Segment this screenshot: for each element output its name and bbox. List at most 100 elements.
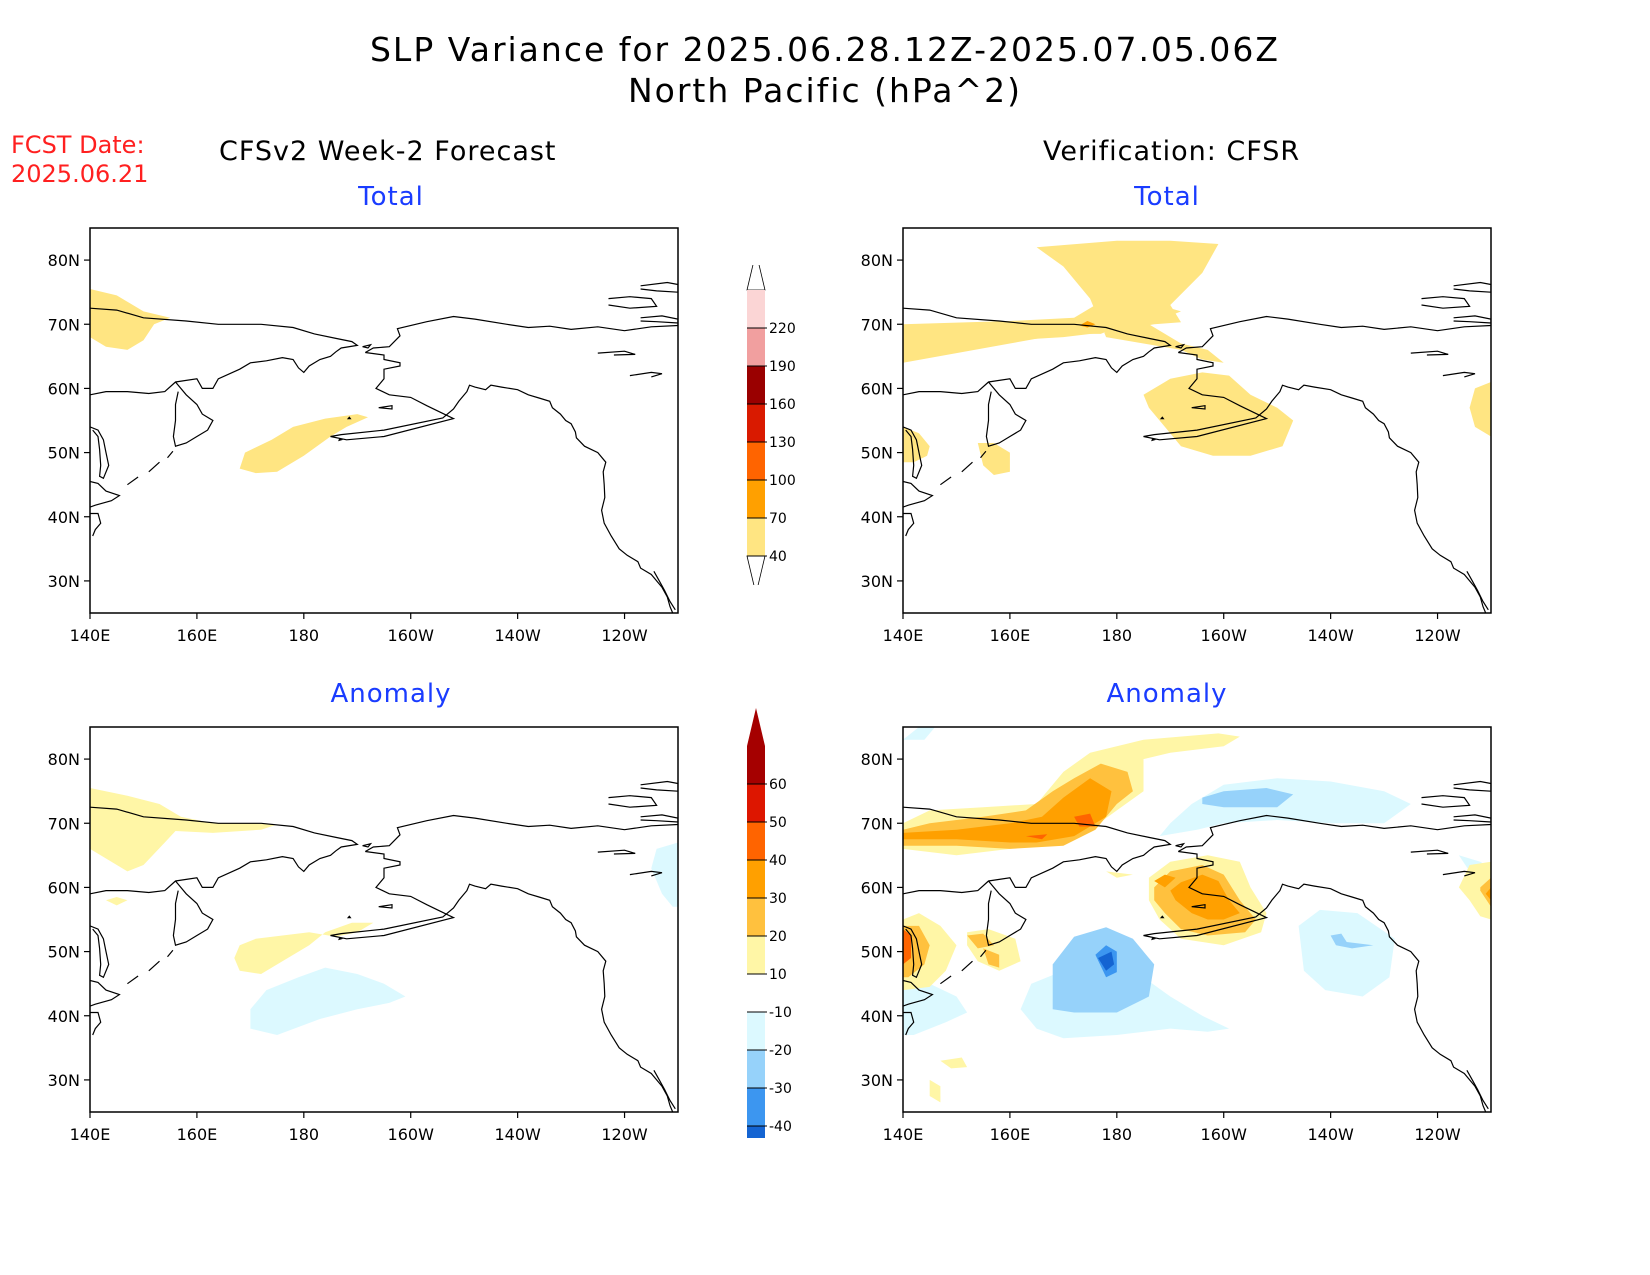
contour-fill <box>903 727 936 740</box>
lat-tick-label: 50N <box>861 943 893 962</box>
colorbar-segment <box>747 1012 765 1050</box>
colorbar-segment <box>747 936 765 974</box>
colorbar-arrow-top <box>747 708 765 746</box>
lat-tick-label: 80N <box>861 251 893 270</box>
contour-fill <box>903 929 911 965</box>
contour-fill <box>903 778 1112 843</box>
lon-tick-label: 180 <box>1102 626 1133 645</box>
contour-fill <box>929 1079 941 1103</box>
lon-tick-label: 180 <box>289 1125 320 1144</box>
colorbar-segment <box>747 1050 765 1088</box>
lat-tick-label: 60N <box>861 878 893 897</box>
lat-tick-label: 50N <box>48 444 80 463</box>
colorbar-label: 190 <box>769 359 796 375</box>
lon-tick-label: 140W <box>1307 626 1354 645</box>
lon-tick-label: 180 <box>1102 1125 1133 1144</box>
contour-fill <box>1469 382 1491 437</box>
bottom-right-subtitle: Anomaly <box>1106 679 1228 709</box>
lon-tick-label: 160W <box>1201 626 1248 645</box>
contour-fill <box>250 967 406 1035</box>
colorbar-segment <box>747 860 765 898</box>
contour-fill <box>1170 874 1240 920</box>
map-panel-forecast-anomaly: 80N 70N 60N 50N 40N 30N 140E 160E 180 160W 140W 120… <box>40 721 690 1151</box>
contour-fills <box>90 788 678 1035</box>
lat-tick-label: 30N <box>48 572 80 591</box>
lon-tick-label: 120W <box>601 626 648 645</box>
lat-tick-label: 30N <box>861 572 893 591</box>
colorbar-segment <box>747 480 765 518</box>
lon-tick-label: 140W <box>1307 1125 1354 1144</box>
colorbar-label: 70 <box>769 511 787 527</box>
colorbar-segment <box>747 290 765 328</box>
colorbar-segment <box>747 1088 765 1126</box>
colorbar-label: 60 <box>769 777 787 793</box>
colorbar-segment <box>747 784 765 822</box>
lon-tick-label: 120W <box>601 1125 648 1144</box>
main-title: SLP Variance for 2025.06.28.12Z-2025.07.… <box>369 30 1281 69</box>
lat-tick-label: 30N <box>48 1071 80 1090</box>
lat-tick-label: 80N <box>48 750 80 769</box>
map-frame <box>89 227 679 614</box>
map-frame <box>89 726 679 1113</box>
contour-fill <box>1143 372 1294 456</box>
colorbar-label: 220 <box>769 321 796 337</box>
colorbar-segment <box>747 822 765 860</box>
contour-fill <box>239 414 368 474</box>
lat-tick-label: 30N <box>861 1071 893 1090</box>
colorbar-label: -10 <box>769 1005 792 1021</box>
contour-fill <box>983 948 1000 968</box>
colorbar-segment <box>747 1126 765 1138</box>
contour-fill <box>90 289 171 350</box>
map-panel-verification-anomaly: 80N 70N 60N 50N 40N 30N 140E 160E 180 160W 140W 120… <box>853 721 1503 1151</box>
contour-fill <box>106 897 128 906</box>
colorbar-label: 160 <box>769 397 796 413</box>
contour-fill <box>1298 909 1395 997</box>
lat-tick-label: 60N <box>861 379 893 398</box>
map-frame <box>902 227 1492 614</box>
contour-fills <box>90 289 368 474</box>
colorbar-label: 50 <box>769 815 787 831</box>
contour-fill <box>1098 951 1115 971</box>
colorbar-label: -20 <box>769 1043 792 1059</box>
colorbar-label: 20 <box>769 929 787 945</box>
lat-tick-label: 60N <box>48 878 80 897</box>
lon-tick-label: 120W <box>1414 626 1461 645</box>
lat-tick-label: 40N <box>48 1007 80 1026</box>
lat-tick-label: 70N <box>48 315 80 334</box>
contour-fill <box>651 842 678 907</box>
colorbar-label: 10 <box>769 967 787 983</box>
lat-tick-label: 50N <box>861 444 893 463</box>
lon-tick-label: 140E <box>70 626 111 645</box>
right-column-heading: Verification: CFSR <box>1043 136 1301 167</box>
anomaly-colorbar: 60 50 40 30 20 10 -10 -20 -30 -40 <box>747 708 792 1138</box>
colorbar-label: 30 <box>769 891 787 907</box>
contour-fill <box>1330 933 1374 949</box>
colorbar-segment <box>747 974 765 1012</box>
colorbar-segment <box>747 898 765 936</box>
lat-tick-label: 70N <box>48 814 80 833</box>
contour-fill <box>903 240 1219 350</box>
contour-fill <box>1485 887 1491 901</box>
lat-tick-label: 60N <box>48 379 80 398</box>
colorbar-segment <box>747 442 765 480</box>
contour-fill <box>1202 788 1294 808</box>
colorbar-segment <box>747 404 765 442</box>
top-left-subtitle: Total <box>358 182 424 212</box>
lat-tick-label: 70N <box>861 814 893 833</box>
lat-tick-label: 50N <box>48 943 80 962</box>
lat-tick-label: 70N <box>861 315 893 334</box>
contour-fills <box>903 240 1491 475</box>
lon-tick-label: 160E <box>177 1125 218 1144</box>
coastlines <box>90 281 678 613</box>
lon-tick-label: 160E <box>177 626 218 645</box>
lat-tick-label: 80N <box>861 750 893 769</box>
contour-fill <box>1154 874 1176 888</box>
colorbar-segment <box>747 746 765 784</box>
lon-tick-label: 140W <box>494 1125 541 1144</box>
contour-fills <box>903 727 1491 1103</box>
lon-tick-label: 160W <box>1201 1125 1248 1144</box>
lon-tick-label: 140W <box>494 626 541 645</box>
contour-fill <box>940 1057 968 1069</box>
map-panel-forecast-total: 80N 70N 60N 50N 40N 30N 140E 160E 180 160W 140W 120… <box>40 222 690 652</box>
fcst-date-value: 2025.06.21 <box>11 160 149 188</box>
